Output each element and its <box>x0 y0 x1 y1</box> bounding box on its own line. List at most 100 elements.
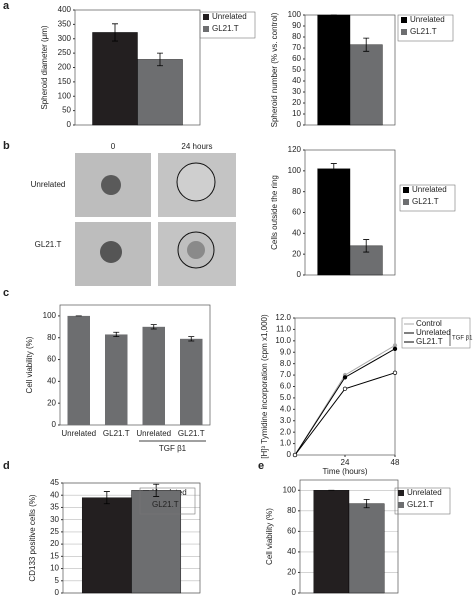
marker <box>292 452 298 458</box>
y-tick-label: 80 <box>287 506 296 515</box>
legend-label: GL21.T <box>410 27 437 36</box>
y-tick-label: 50 <box>292 65 301 74</box>
bar <box>137 59 183 126</box>
column-label: 0 <box>111 142 116 151</box>
error-bar <box>363 37 370 52</box>
y-axis-label: Cells outside the ring <box>270 175 279 250</box>
y-tick-label: 15 <box>50 551 59 560</box>
legend-label: Unrelated <box>212 12 247 21</box>
y-tick-label: 40 <box>287 547 296 556</box>
panel-label: a <box>3 0 10 12</box>
bar <box>313 490 350 594</box>
y-axis-label: Cell viability (%) <box>25 336 34 393</box>
x-tick-label: GL21.T <box>103 429 130 438</box>
legend-swatch <box>203 14 209 20</box>
x-tick-label: 48 <box>391 458 400 467</box>
y-tick-label: 60 <box>292 208 301 217</box>
marker <box>392 343 398 348</box>
legend-box <box>394 487 451 515</box>
y-tick-label: 20 <box>292 249 301 258</box>
y-tick-label: 3.0 <box>280 416 292 425</box>
y-tick-label: 10.0 <box>275 336 291 345</box>
y-tick-label: 0 <box>287 450 292 459</box>
y-axis-label: Spheroid number (% vs. control) <box>270 12 279 127</box>
legend-box <box>139 487 196 515</box>
y-tick-label: 20 <box>287 568 296 577</box>
legend-swatch <box>203 26 209 32</box>
y-tick-label: 90 <box>292 21 301 30</box>
marker <box>392 346 398 351</box>
y-tick-label: 60 <box>47 355 56 364</box>
legend-swatch <box>401 17 407 23</box>
ring <box>176 162 216 202</box>
y-tick-label: 10 <box>292 109 301 118</box>
y-axis-label: CD133 positive cells (%) <box>28 494 37 581</box>
y-tick-label: 60 <box>287 526 296 535</box>
line <box>294 344 396 456</box>
error-bar <box>113 331 120 338</box>
y-tick-label: 100 <box>43 311 57 320</box>
legend-label: Unrelated <box>416 328 451 337</box>
y-tick-label: 100 <box>58 91 72 100</box>
y-axis-label: Spheroid diameter (μm) <box>40 25 49 110</box>
bar <box>67 315 90 425</box>
y-axis-label: Cell viability (%) <box>265 508 274 565</box>
legend-label: GL21.T <box>412 197 439 206</box>
y-tick-label: 12.0 <box>275 313 291 322</box>
legend-label: GL21.T <box>212 24 239 33</box>
legend-label: GL21.T <box>407 500 434 509</box>
panel-label: c <box>3 287 9 299</box>
spheroid <box>101 175 121 195</box>
legend-swatch <box>401 29 407 35</box>
y-tick-label: 25 <box>50 527 59 536</box>
marker <box>342 386 348 391</box>
spheroid <box>187 241 205 259</box>
legend-label: Unrelated <box>407 488 442 497</box>
y-axis-label: [H]³ Tymidine incorporation (cpm x1,000) <box>260 314 269 459</box>
x-tick-label: Unrelated <box>136 429 171 438</box>
y-tick-label: 150 <box>58 77 72 86</box>
panel-label: e <box>258 460 264 472</box>
y-tick-label: 30 <box>50 515 59 524</box>
bar <box>180 338 203 425</box>
marker <box>342 375 348 380</box>
y-tick-label: 1.0 <box>280 439 292 448</box>
spheroid <box>100 241 122 263</box>
row-label: GL21.T <box>35 240 62 249</box>
y-tick-label: 0 <box>55 588 60 597</box>
y-tick-label: 0 <box>292 588 297 597</box>
legend-label: Control <box>416 319 442 328</box>
y-tick-label: 250 <box>58 48 72 57</box>
legend-label: Unrelated <box>412 185 447 194</box>
y-tick-label: 9.0 <box>280 347 292 356</box>
x-axis-label: Time (hours) <box>322 467 367 476</box>
y-tick-label: 350 <box>58 19 72 28</box>
panel-label: b <box>3 140 10 152</box>
line <box>294 348 396 456</box>
y-tick-label: 0 <box>67 120 72 129</box>
y-tick-label: 200 <box>58 63 72 72</box>
marker <box>392 370 398 375</box>
y-tick-label: 11.0 <box>276 325 292 334</box>
y-tick-label: 8.0 <box>280 359 292 368</box>
y-tick-label: 45 <box>50 478 59 487</box>
micrographs: 0 24 hours Unrelated GL21.T <box>31 142 236 286</box>
y-tick-label: 2.0 <box>280 427 292 436</box>
y-tick-label: 20 <box>50 539 59 548</box>
y-tick-label: 400 <box>58 5 72 14</box>
y-tick-label: 0 <box>52 420 57 429</box>
y-tick-label: 100 <box>288 10 302 19</box>
y-tick-label: 80 <box>292 32 301 41</box>
bar <box>317 168 351 276</box>
y-tick-label: 4.0 <box>280 404 292 413</box>
group-label: TGF β1 <box>159 444 187 453</box>
x-tick-label: GL21.T <box>178 429 205 438</box>
x-tick-label: 24 <box>341 458 350 467</box>
error-bar <box>150 324 157 330</box>
y-tick-label: 7.0 <box>280 370 292 379</box>
legend-swatch <box>398 490 404 496</box>
y-tick-label: 80 <box>292 187 301 196</box>
error-bar <box>157 52 163 67</box>
error-bar <box>112 23 118 42</box>
